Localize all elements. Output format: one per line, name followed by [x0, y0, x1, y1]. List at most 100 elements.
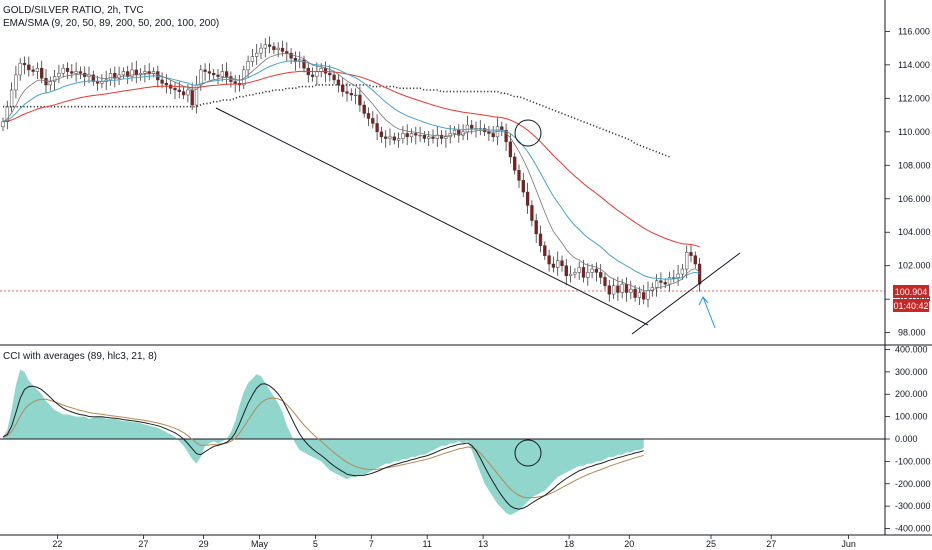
- candle-body: [276, 47, 280, 51]
- candle-body: [607, 285, 611, 295]
- candle-body: [147, 71, 151, 74]
- candle-body: [487, 131, 491, 134]
- time-tick-label: 29: [199, 539, 209, 549]
- candle-body: [199, 69, 203, 86]
- candle-body: [379, 131, 384, 138]
- candle-body: [160, 79, 164, 84]
- ema-red-line: [2, 70, 700, 248]
- candle-body: [624, 283, 629, 293]
- candle-body: [323, 67, 328, 74]
- ema-sma-legend[interactable]: EMA/SMA (9, 20, 50, 89, 200, 50, 200, 10…: [3, 18, 219, 29]
- price-tick-label: 114.000: [898, 60, 930, 70]
- candle-body: [65, 67, 70, 72]
- candle-body: [611, 285, 616, 295]
- candle-body: [345, 91, 349, 94]
- cci-tick-label: 0.000: [895, 434, 918, 444]
- candle-body: [74, 71, 78, 74]
- candle-body: [581, 267, 586, 278]
- candle-body: [52, 76, 57, 82]
- candle-body: [143, 71, 147, 74]
- candle-body: [212, 72, 216, 76]
- cci-tick-label: 300.000: [895, 367, 928, 377]
- price-pane[interactable]: [0, 36, 885, 335]
- candle-body: [444, 136, 448, 139]
- candle-body: [667, 277, 672, 285]
- candle-body: [599, 272, 603, 278]
- candle-body: [61, 67, 65, 74]
- candle-body: [560, 260, 564, 266]
- candle-body: [470, 124, 474, 129]
- candle-body: [392, 136, 396, 141]
- candle-body: [637, 292, 642, 298]
- time-tick-label: 11: [423, 539, 432, 549]
- price-tick-label: 102.000: [898, 261, 931, 271]
- candle-body: [78, 71, 83, 74]
- candle-body: [207, 71, 212, 74]
- circle-annotation-cci[interactable]: [514, 439, 542, 467]
- candle-body: [396, 138, 401, 141]
- candle-body: [341, 84, 345, 92]
- candle-body: [551, 263, 556, 268]
- cci-axis[interactable]: -400.000 -300.000 -200.000 -100.000 0.000 100…: [885, 344, 931, 534]
- candle-body: [414, 133, 418, 136]
- candle-body: [465, 124, 470, 133]
- candle-body: [91, 74, 95, 82]
- candle-body: [366, 113, 371, 119]
- candle-body: [616, 285, 620, 293]
- candle-body: [315, 71, 319, 77]
- cci-tick-label: -200.000: [895, 479, 931, 489]
- candle-body: [57, 72, 61, 77]
- candle-body: [418, 134, 422, 137]
- candle-body: [568, 273, 573, 276]
- candle-body: [409, 133, 414, 138]
- time-badge-text: 01:40:42: [893, 301, 928, 311]
- candle-body: [538, 233, 543, 246]
- time-tick-label: 25: [706, 539, 716, 549]
- candle-body: [663, 282, 667, 285]
- candle-body: [534, 220, 538, 235]
- cci-tick-label: -100.000: [895, 456, 931, 466]
- candle-body: [246, 61, 250, 71]
- circle-annotation-price[interactable]: [514, 119, 542, 147]
- candle-body: [336, 79, 341, 86]
- ema-blue-line: [2, 60, 700, 280]
- candle-body: [164, 83, 169, 86]
- trendline-rising[interactable]: [631, 252, 741, 335]
- candle-body: [130, 69, 134, 77]
- candle-body: [272, 46, 276, 51]
- candle-body: [513, 156, 517, 171]
- candle-body: [263, 44, 267, 49]
- candles: [1, 36, 702, 308]
- candle-body: [267, 44, 272, 47]
- arrow-annotation-shaft[interactable]: [702, 296, 716, 329]
- cci-area: [3, 369, 644, 516]
- candle-body: [151, 71, 156, 74]
- candle-body: [401, 133, 405, 139]
- candle-body: [521, 180, 525, 193]
- candle-body: [697, 263, 702, 285]
- cci-tick-label: 100.000: [895, 412, 928, 422]
- candle-body: [14, 74, 18, 91]
- trendline-falling[interactable]: [215, 107, 649, 326]
- time-tick-label: 13: [478, 539, 488, 549]
- candle-body: [517, 170, 521, 181]
- candle-body: [48, 81, 52, 86]
- cci-legend[interactable]: CCI with averages (89, hlc3, 21, 8): [3, 351, 157, 362]
- candle-body: [310, 74, 315, 77]
- candle-body: [181, 91, 186, 96]
- candle-body: [70, 71, 74, 74]
- time-axis[interactable]: 22 27 29 May 5 7 11 13 18 20 25 27 Jun: [52, 535, 856, 549]
- candle-body: [255, 52, 259, 57]
- cci-tick-label: -300.000: [895, 501, 931, 511]
- candle-body: [224, 71, 229, 77]
- cci-pane[interactable]: [0, 369, 885, 516]
- sma-dotted-line: [3, 84, 670, 158]
- candle-body: [590, 268, 594, 273]
- candle-body: [508, 141, 513, 158]
- candle-body: [233, 81, 237, 84]
- candle-body: [422, 134, 427, 139]
- time-tick-label: 27: [766, 539, 776, 549]
- candle-body: [216, 74, 220, 77]
- candle-body: [353, 94, 358, 97]
